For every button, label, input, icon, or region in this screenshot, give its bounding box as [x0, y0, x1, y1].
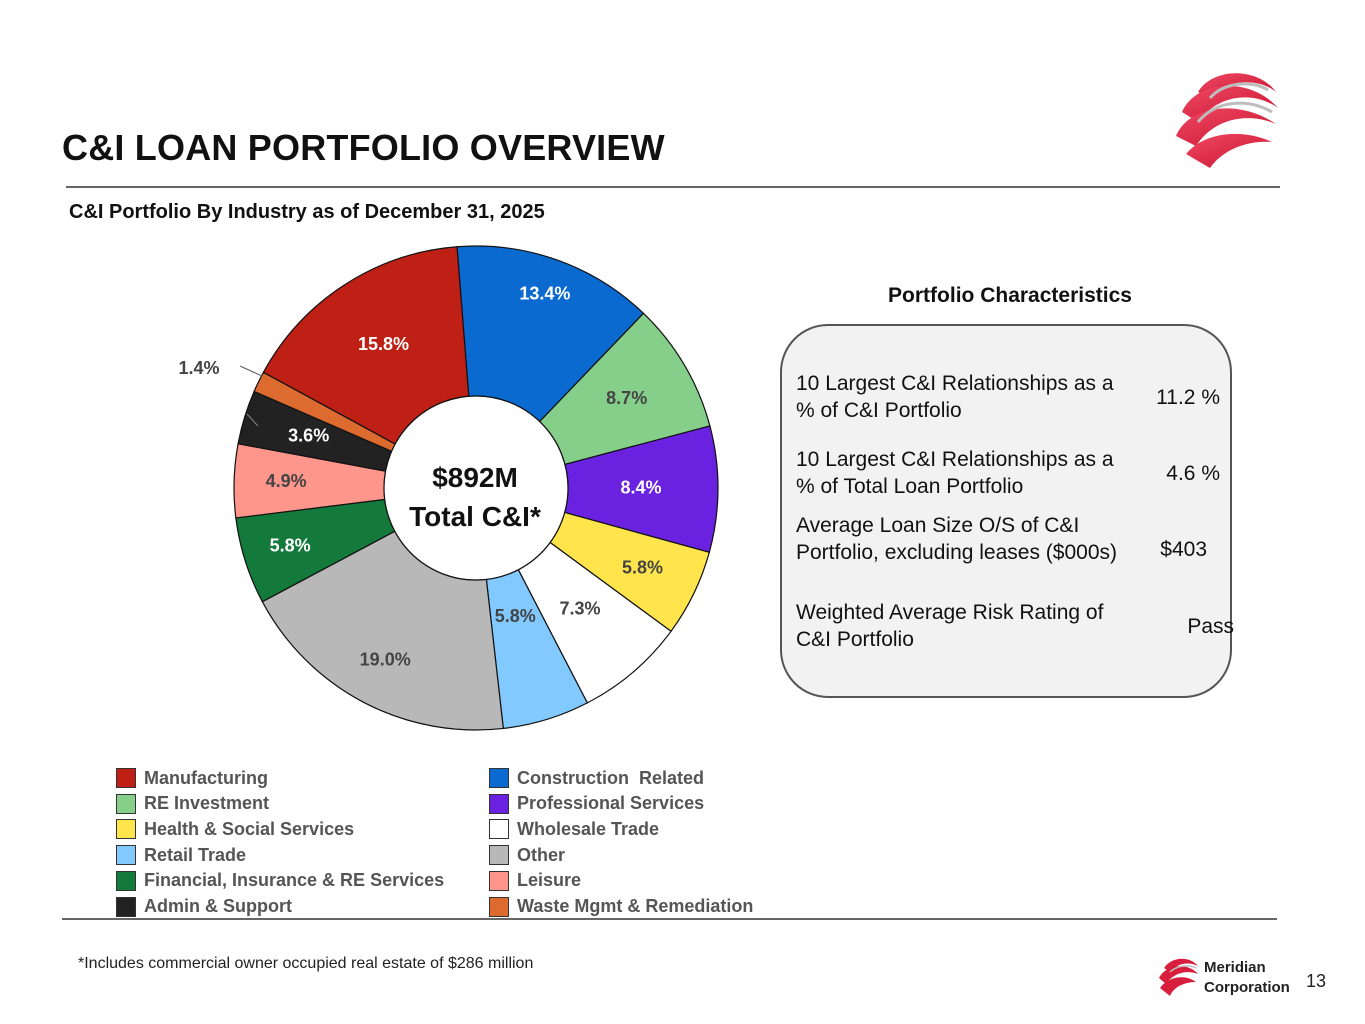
- legend-item: Admin & Support: [116, 896, 292, 918]
- legend-item: Leisure: [489, 870, 581, 892]
- slice-data-label: 13.4%: [519, 284, 570, 304]
- chart-subtitle: C&I Portfolio By Industry as of December…: [69, 201, 545, 223]
- pc-row-label: Weighted Average Risk Rating of C&I Port…: [796, 601, 1104, 651]
- center-caption: Total C&I*: [409, 501, 541, 532]
- center-total: $892M: [432, 462, 518, 493]
- footer-logo-icon: [1159, 958, 1198, 996]
- legend-label: Professional Services: [517, 793, 705, 814]
- pc-row-label: 10 Largest C&I Relationships as a % of T…: [796, 448, 1114, 498]
- portfolio-characteristics-panel: [780, 324, 1232, 698]
- legend-item: Wholesale Trade: [489, 818, 659, 840]
- page-number: 13: [1306, 971, 1327, 991]
- donut-hole: [383, 395, 569, 581]
- legend-item: Waste Mgmt & Remediation: [489, 896, 753, 918]
- slice-data-label: 3.6%: [288, 425, 329, 445]
- industry-donut-chart: 13.4% 8.7% 8.4% 5.8% 7.3% 5.8% 19.0% 5.8% 4.9% 3.…: [178, 245, 719, 731]
- chart-legend: Manufacturing Construction Related RE Inve…: [116, 767, 816, 922]
- legend-item: Professional Services: [489, 793, 704, 815]
- slice-data-label: 5.8%: [622, 557, 663, 577]
- legend-item: Other: [489, 844, 565, 866]
- legend-item: Financial, Insurance & RE Services: [116, 870, 444, 892]
- legend-label: RE Investment: [144, 793, 270, 814]
- slice-data-label: 8.4%: [620, 478, 661, 498]
- legend-label: Health & Social Services: [144, 818, 355, 839]
- pc-row-label: 10 Largest C&I Relationships as a % of C…: [796, 372, 1114, 422]
- leader-line-admin: [246, 413, 259, 427]
- legend-swatch: [489, 793, 509, 814]
- slice-data-label: 15.8%: [358, 334, 409, 354]
- pc-row-value: 11.2 %: [1156, 386, 1220, 409]
- page-title: C&I LOAN PORTFOLIO OVERVIEW: [62, 127, 665, 168]
- brand-logo-icon: [1176, 73, 1278, 168]
- legend-swatch: [489, 870, 509, 891]
- legend-label: Retail Trade: [144, 844, 247, 865]
- legend-label: Leisure: [517, 870, 582, 891]
- legend-swatch: [116, 896, 136, 917]
- legend-swatch: [489, 845, 509, 866]
- legend-label: Manufacturing: [144, 767, 268, 788]
- slice-data-label: 8.7%: [606, 388, 647, 408]
- legend-item: Health & Social Services: [116, 818, 354, 840]
- legend-item: Retail Trade: [116, 844, 246, 866]
- pc-row-value: $403: [1160, 538, 1207, 561]
- portfolio-characteristics-title: Portfolio Characteristics: [888, 284, 1132, 307]
- pc-row-value: 4.6 %: [1166, 462, 1220, 485]
- brand-line-2: Corporation: [1204, 979, 1290, 996]
- footnote: *Includes commercial owner occupied real…: [78, 955, 534, 972]
- title-divider: [66, 186, 1280, 188]
- legend-label: Admin & Support: [144, 896, 292, 916]
- legend-label: Financial, Insurance & RE Services: [144, 870, 445, 891]
- slice-data-label: 7.3%: [559, 598, 600, 618]
- slice-data-label: 19.0%: [360, 649, 411, 669]
- footer-divider: [62, 918, 1277, 920]
- legend-item: RE Investment: [116, 793, 269, 815]
- pc-row-value: Pass: [1187, 615, 1234, 638]
- slice-data-label: 4.9%: [266, 471, 307, 491]
- legend-label: Wholesale Trade: [517, 818, 660, 839]
- legend-swatch: [116, 793, 136, 814]
- legend-swatch: [489, 819, 509, 840]
- legend-swatch: [116, 870, 136, 891]
- legend-swatch: [489, 768, 509, 788]
- legend-label: Waste Mgmt & Remediation: [517, 896, 754, 916]
- legend-label: Construction Related: [517, 767, 705, 788]
- brand-name: Meridian Corporation: [1204, 958, 1290, 998]
- pc-row-label: Average Loan Size O/S of C&I Portfolio, …: [796, 514, 1118, 564]
- legend-label: Other: [517, 844, 566, 865]
- donut-center-label: $892M Total C&I*: [385, 458, 565, 536]
- legend-item: Construction Related: [489, 767, 704, 789]
- legend-swatch: [489, 896, 509, 917]
- brand-line-1: Meridian: [1204, 959, 1266, 976]
- leader-line: [239, 365, 263, 377]
- slice-data-label: 5.8%: [270, 536, 311, 556]
- legend-item: Manufacturing: [116, 767, 268, 789]
- legend-swatch: [116, 768, 136, 788]
- slice-data-label: 5.8%: [495, 606, 536, 626]
- slice-data-label: 1.4%: [178, 358, 219, 378]
- legend-swatch: [116, 819, 136, 840]
- legend-swatch: [116, 845, 136, 866]
